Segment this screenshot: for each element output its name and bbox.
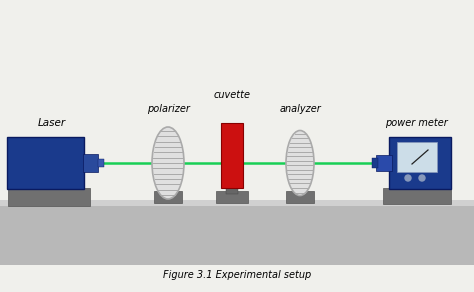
- Bar: [383, 188, 451, 204]
- Bar: [376, 155, 392, 171]
- Bar: [295, 184, 305, 194]
- Text: Figure 3.1 Experimental setup: Figure 3.1 Experimental setup: [163, 270, 311, 280]
- Bar: [372, 158, 378, 168]
- Bar: [163, 185, 173, 195]
- Bar: [226, 182, 238, 194]
- Text: power meter: power meter: [384, 118, 447, 128]
- Ellipse shape: [152, 127, 184, 199]
- Bar: [83, 154, 98, 172]
- Text: analyzer: analyzer: [279, 104, 321, 114]
- Text: Laser: Laser: [38, 118, 66, 128]
- Bar: [0, 200, 474, 265]
- Circle shape: [419, 175, 425, 181]
- FancyBboxPatch shape: [7, 137, 84, 189]
- Text: polarizer: polarizer: [146, 104, 190, 114]
- Bar: [286, 191, 314, 203]
- Bar: [221, 123, 243, 188]
- Bar: [8, 188, 90, 206]
- Bar: [0, 200, 474, 206]
- Text: cuvette: cuvette: [213, 90, 250, 100]
- Bar: [154, 191, 182, 203]
- FancyBboxPatch shape: [389, 137, 451, 189]
- Circle shape: [405, 175, 411, 181]
- Ellipse shape: [286, 131, 314, 196]
- FancyBboxPatch shape: [397, 142, 437, 172]
- Bar: [98, 159, 104, 167]
- Bar: [216, 191, 248, 203]
